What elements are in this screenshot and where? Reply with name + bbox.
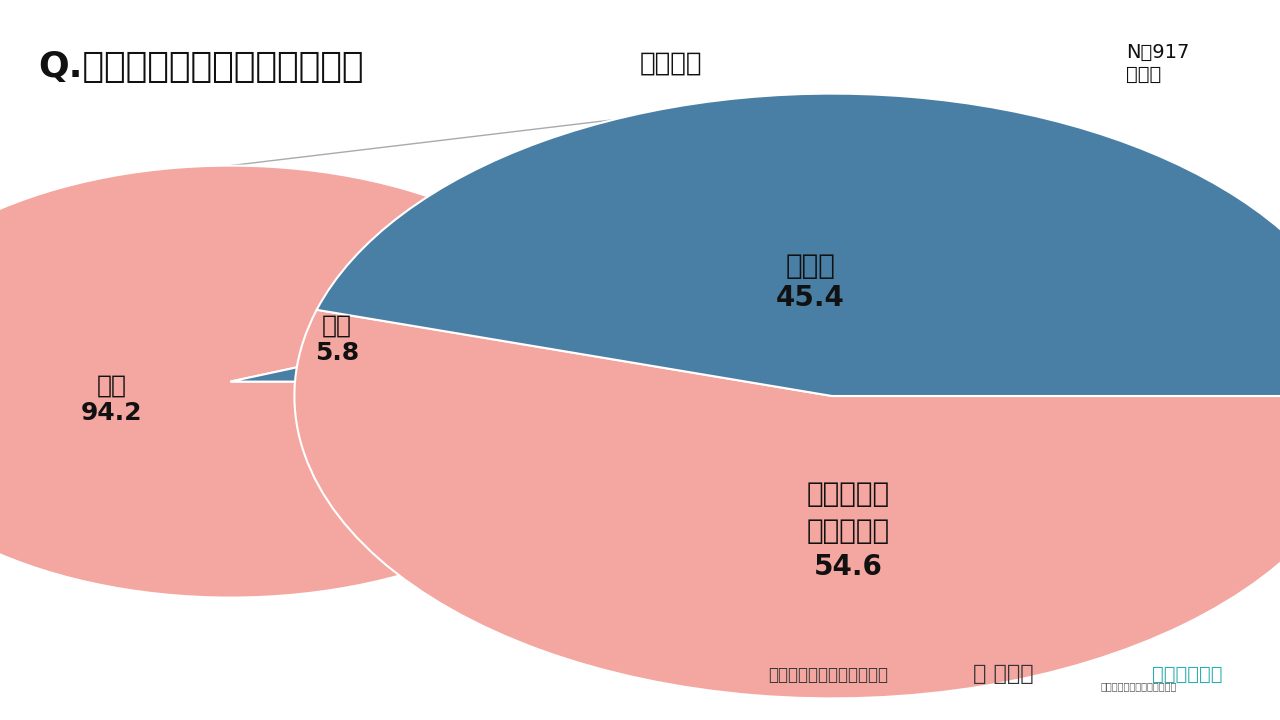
Wedge shape	[316, 94, 1280, 396]
Text: （女性）: （女性）	[640, 50, 703, 76]
Text: くらすろーむ: くらすろーむ	[1152, 665, 1222, 684]
Wedge shape	[230, 305, 614, 382]
Text: 本物だけをまっすぐあなたへ: 本物だけをまっすぐあなたへ	[1101, 681, 1178, 691]
Text: 育毛剤についての意識調査: 育毛剤についての意識調査	[768, 666, 888, 684]
Wedge shape	[294, 310, 1280, 698]
Text: 🌀 やずや: 🌀 やずや	[973, 664, 1033, 684]
Text: 髪の減少に
関する悩み
54.6: 髪の減少に 関する悩み 54.6	[806, 480, 890, 582]
Text: ない
5.8: ない 5.8	[315, 313, 358, 365]
Text: N＝917
（％）: N＝917 （％）	[1126, 43, 1190, 84]
Text: その他
45.4: その他 45.4	[776, 252, 845, 312]
Wedge shape	[0, 166, 614, 598]
Text: Q.頭髪にお悩みはありますか？: Q.頭髪にお悩みはありますか？	[38, 50, 364, 84]
Text: ある
94.2: ある 94.2	[81, 373, 142, 425]
